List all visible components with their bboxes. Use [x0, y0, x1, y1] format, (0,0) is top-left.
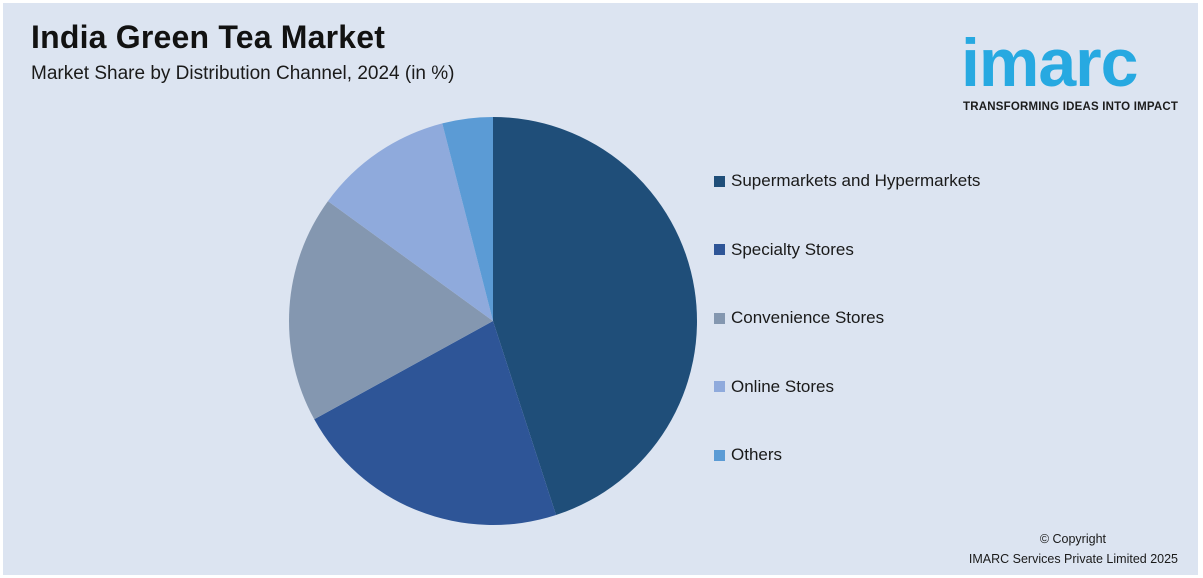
copyright-notice: © Copyright IMARC Services Private Limit…: [969, 529, 1178, 569]
pie-slice-others: [442, 117, 493, 321]
chart-title: India Green Tea Market: [31, 19, 386, 55]
legend-item: Online Stores: [714, 375, 1054, 399]
legend-item: Specialty Stores: [714, 238, 1054, 262]
pie-chart: [289, 117, 697, 525]
legend-item: Supermarkets and Hypermarkets: [714, 169, 1054, 193]
chart-frame: India Green Tea Market Market Share by D…: [3, 3, 1198, 575]
logo-tagline: TRANSFORMING IDEAS INTO IMPACT: [963, 101, 1179, 113]
copyright-line-2: IMARC Services Private Limited 2025: [968, 552, 1178, 566]
legend-label: Specialty Stores: [731, 239, 854, 259]
legend-label: Online Stores: [731, 376, 834, 396]
legend-swatch: [714, 312, 725, 324]
imarc-logo: imarc TRANSFORMING IDEAS INTO IMPACT: [961, 11, 1193, 121]
pie-slice-convenience-stores: [289, 201, 493, 420]
pie-slice-online-stores: [327, 123, 493, 322]
legend-swatch: [714, 175, 725, 187]
legend-label: Convenience Stores: [731, 308, 885, 327]
legend-swatch: [714, 449, 725, 461]
copyright-line-1: © Copyright: [1039, 532, 1106, 546]
logo-wordmark: imarc: [961, 25, 1138, 101]
pie-slice-supermarkets-and-hypermarkets: [493, 117, 697, 516]
legend-label: Supermarkets and Hypermarkets: [731, 171, 981, 190]
legend-item: Convenience Stores: [714, 306, 1054, 330]
pie-slice-specialty-stores: [314, 321, 557, 525]
legend-swatch: [714, 381, 725, 392]
legend-item: Others: [714, 443, 1054, 467]
legend-swatch: [714, 244, 725, 255]
chart-subtitle: Market Share by Distribution Channel, 20…: [31, 63, 455, 84]
legend-label: Others: [731, 445, 783, 464]
